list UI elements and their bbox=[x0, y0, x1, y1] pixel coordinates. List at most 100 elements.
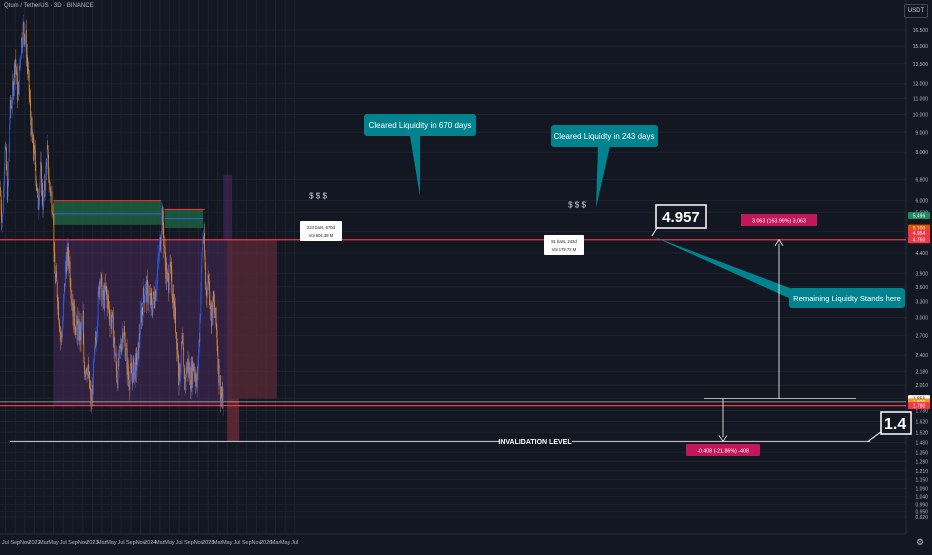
candle-body bbox=[188, 362, 190, 374]
y-tick-label: 8.000 bbox=[915, 150, 928, 156]
candle-body bbox=[111, 322, 113, 330]
remaining-box bbox=[789, 288, 905, 308]
candle-body bbox=[118, 358, 119, 367]
candle-body bbox=[51, 191, 53, 213]
candle-body bbox=[134, 362, 136, 369]
x-tick-label: Jul bbox=[176, 540, 183, 546]
invalidation-label-bg bbox=[500, 436, 572, 447]
candle-body bbox=[203, 236, 205, 240]
candle-body bbox=[34, 145, 35, 161]
candle-body bbox=[85, 373, 87, 375]
invalidation-label: INVALIDATION LEVEL bbox=[498, 439, 572, 446]
candle-body bbox=[211, 303, 213, 314]
candle-body bbox=[100, 274, 102, 284]
candle-body bbox=[22, 47, 23, 49]
candle-body bbox=[146, 281, 147, 303]
candle-body bbox=[101, 276, 103, 306]
candle-body bbox=[34, 150, 36, 165]
candle-body bbox=[94, 345, 96, 350]
candle-body bbox=[175, 307, 176, 334]
candle-body bbox=[141, 308, 143, 323]
candle-body bbox=[128, 374, 129, 380]
candle-body bbox=[14, 63, 16, 78]
candle-body bbox=[176, 332, 177, 350]
y-tick-label: 10.000 bbox=[913, 112, 929, 118]
candle-body bbox=[192, 363, 194, 385]
x-tick-label: Nov bbox=[20, 540, 30, 546]
candle-body bbox=[5, 146, 6, 151]
candle-body bbox=[48, 178, 50, 183]
candle-body bbox=[113, 337, 115, 340]
candle-body bbox=[153, 291, 155, 296]
candle-body bbox=[189, 366, 191, 385]
candle-body bbox=[48, 155, 50, 179]
candle-body bbox=[95, 337, 97, 341]
currency-button[interactable]: USDT bbox=[904, 4, 928, 18]
candle-body bbox=[0, 187, 1, 196]
candle-body bbox=[208, 275, 209, 284]
candle-body bbox=[159, 236, 161, 244]
candle-body bbox=[59, 323, 60, 332]
x-tick-label: Jul bbox=[60, 540, 67, 546]
price-badge-label: 4.954 bbox=[913, 231, 926, 237]
candle-body bbox=[98, 287, 100, 297]
candle-body bbox=[161, 232, 162, 245]
candle-body bbox=[65, 260, 67, 265]
candle-body bbox=[130, 363, 131, 377]
candle-body bbox=[84, 369, 86, 378]
candle-body bbox=[10, 105, 12, 109]
candle-body bbox=[216, 324, 217, 330]
candle-body bbox=[218, 359, 220, 386]
candle-body bbox=[109, 309, 110, 319]
candle-body bbox=[9, 100, 11, 125]
candle-body bbox=[158, 255, 159, 257]
right-big-label-pointer bbox=[867, 430, 883, 442]
candle-body bbox=[172, 294, 174, 303]
candle-body bbox=[197, 366, 198, 388]
candle-body bbox=[177, 354, 179, 359]
candle-body bbox=[195, 378, 197, 387]
candle-body bbox=[144, 293, 146, 296]
candle-body bbox=[218, 359, 219, 372]
y-tick-label: 1.520 bbox=[915, 430, 928, 436]
candle-body bbox=[7, 183, 9, 188]
candle-body bbox=[138, 342, 139, 359]
candle-body bbox=[117, 358, 119, 389]
candle-body bbox=[122, 332, 123, 342]
candle-body bbox=[112, 316, 114, 348]
candle-body bbox=[167, 273, 169, 274]
candle-body bbox=[36, 184, 38, 191]
candle-body bbox=[190, 367, 192, 389]
candle-body bbox=[108, 299, 109, 308]
candle-body bbox=[4, 168, 5, 186]
candle-body bbox=[132, 358, 134, 364]
candle-body bbox=[104, 284, 106, 290]
candle-body bbox=[156, 290, 157, 296]
candle-body bbox=[137, 351, 138, 365]
candle-body bbox=[99, 281, 100, 297]
candle-body bbox=[198, 354, 199, 369]
candle-body bbox=[135, 353, 137, 355]
candle-body bbox=[192, 363, 194, 371]
candle-body bbox=[121, 348, 122, 353]
candle-body bbox=[33, 152, 35, 161]
candle-body bbox=[136, 354, 137, 371]
candle-body bbox=[162, 211, 164, 225]
candle-body bbox=[26, 54, 28, 64]
candle-body bbox=[101, 274, 102, 277]
candle-body bbox=[110, 319, 111, 327]
candle-body bbox=[143, 296, 145, 303]
candle-body bbox=[203, 232, 205, 237]
candle-body bbox=[93, 349, 95, 360]
candle-body bbox=[129, 387, 130, 390]
candle-body bbox=[115, 353, 117, 356]
candle-body bbox=[53, 214, 55, 252]
candle-body bbox=[98, 287, 99, 292]
candle-body bbox=[40, 161, 42, 166]
candle-body bbox=[6, 168, 8, 172]
candle-body bbox=[27, 63, 29, 72]
settings-gear-icon[interactable]: ⚙ bbox=[915, 537, 925, 547]
candle-body bbox=[151, 292, 152, 298]
